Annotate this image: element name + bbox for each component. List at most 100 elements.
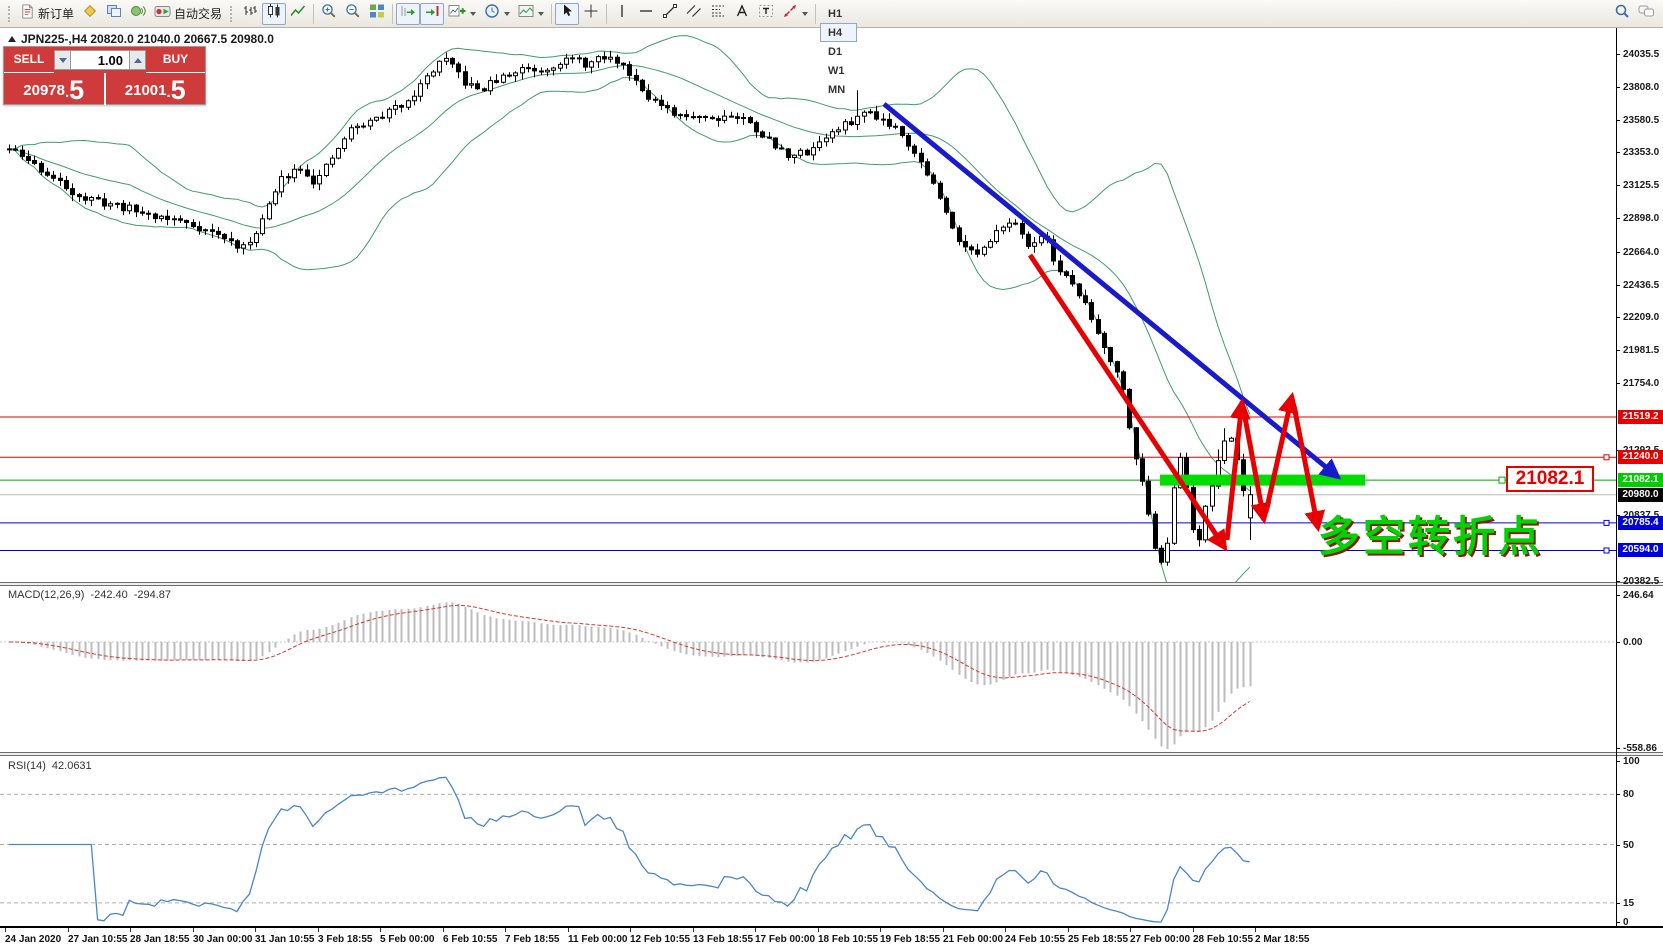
indicators-button[interactable]: [444, 3, 480, 25]
fibonacci-tool-button[interactable]: [706, 3, 730, 25]
rsi-tick-label: 100: [1623, 756, 1640, 767]
time-tick-mark: [1193, 928, 1194, 932]
timeframe-button-h4[interactable]: H4: [820, 23, 858, 42]
macd-tick-label: 0.00: [1623, 637, 1643, 648]
price-tick-mark: [1616, 285, 1620, 286]
bar-chart-icon: [242, 3, 258, 24]
price-tick-mark: [1616, 54, 1620, 55]
time-tick-label: 18 Feb 10:55: [818, 934, 879, 945]
macd-indicator-pane[interactable]: [0, 586, 1616, 752]
price-level-callout[interactable]: 21082.1: [1506, 466, 1594, 492]
template-icon: [518, 3, 534, 24]
chart-shift-button[interactable]: [420, 2, 445, 25]
auto-scroll-button[interactable]: [396, 2, 421, 25]
tile-windows-button[interactable]: [365, 3, 389, 25]
pane-splitter[interactable]: [0, 582, 1663, 586]
price-level-badge: 21519.2: [1618, 410, 1663, 424]
toolbar-separator: [606, 3, 608, 24]
auto-trading-icon: [154, 4, 171, 24]
auto-scroll-icon: [400, 3, 416, 24]
vertical-line-tool-button[interactable]: [610, 3, 634, 25]
rsi-indicator-pane[interactable]: [0, 756, 1616, 926]
rsi-tick-mark: [1616, 794, 1620, 795]
macd-value: -242.40: [90, 589, 128, 601]
text-icon: [734, 3, 750, 24]
buy-button[interactable]: BUY: [146, 47, 205, 73]
price-tick-label: 23125.5: [1623, 180, 1660, 191]
price-tick-label: 22209.0: [1623, 312, 1660, 323]
timeframe-button-m30[interactable]: M30: [820, 0, 857, 4]
sell-price-int: 20978: [23, 82, 65, 99]
templates-button[interactable]: [514, 3, 548, 25]
time-tick-label: 28 Feb 10:55: [1193, 934, 1254, 945]
timeframe-button-h1[interactable]: H1: [828, 8, 843, 20]
rsi-tick-label: 80: [1623, 789, 1635, 800]
zoom-in-button[interactable]: [317, 3, 341, 25]
cursor-icon: [559, 3, 575, 24]
sell-button[interactable]: SELL: [4, 47, 54, 73]
buy-price-int: 21001: [124, 82, 167, 99]
price-tick-label: 21754.0: [1623, 378, 1660, 389]
volume-increase-button[interactable]: [129, 50, 146, 70]
line-chart-mode-button[interactable]: [286, 3, 310, 25]
trendline-tool-button[interactable]: [658, 3, 682, 25]
candlestick-mode-button[interactable]: [262, 2, 287, 25]
time-tick-label: 28 Jan 18:55: [130, 934, 190, 945]
volume-decrease-button[interactable]: [54, 50, 71, 70]
time-tick-mark: [5, 928, 6, 932]
new-order-icon: [20, 3, 35, 24]
main-toolbar: 新订单 自动交易 M1M5M15M3: [0, 0, 1663, 96]
main-chart-pane[interactable]: [0, 28, 1616, 582]
one-click-trading-widget: SELL BUY 20978.5 21001.5: [3, 46, 206, 105]
macd-tick-label: -558.86: [1623, 743, 1657, 754]
time-tick-label: 3 Feb 18:55: [318, 934, 373, 945]
macd-label: MACD(12,26,9) -242.40 -294.87: [8, 589, 171, 601]
decimal-dot: .: [65, 84, 70, 101]
tile-windows-icon: [369, 3, 385, 24]
new-order-button[interactable]: 新订单: [16, 3, 78, 25]
trade-widget-prices: 20978. 5 21001. 5: [4, 73, 205, 105]
buy-price[interactable]: 21001. 5: [106, 73, 206, 105]
search-button[interactable]: [1610, 3, 1634, 25]
text-tool-button[interactable]: [730, 3, 754, 25]
sell-price[interactable]: 20978. 5: [4, 73, 104, 105]
volume-input[interactable]: [71, 50, 129, 70]
periods-button[interactable]: [480, 3, 514, 25]
collapse-icon[interactable]: [8, 36, 16, 42]
crosshair-tool-button[interactable]: [579, 3, 603, 25]
price-tick-mark: [1616, 383, 1620, 384]
channel-tool-button[interactable]: [682, 3, 706, 25]
chart-shift-icon: [424, 3, 440, 24]
time-tick-mark: [130, 928, 131, 932]
vertical-line-icon: [614, 3, 630, 24]
dropdown-caret-icon: [802, 11, 809, 16]
zoom-out-button[interactable]: [341, 3, 365, 25]
time-tick-label: 11 Feb 00:00: [568, 934, 628, 945]
pane-splitter[interactable]: [0, 752, 1663, 756]
time-tick-label: 12 Feb 10:55: [630, 934, 691, 945]
price-divider: [103, 73, 106, 105]
timeframe-button-mn[interactable]: MN: [828, 84, 846, 96]
bar-chart-mode-button[interactable]: [238, 3, 262, 25]
rsi-name: RSI(14): [8, 760, 46, 772]
time-tick-mark: [755, 928, 756, 932]
horizontal-line-tool-button[interactable]: [634, 3, 658, 25]
profiles-button[interactable]: [102, 3, 126, 25]
rsi-tick-label: 0: [1623, 917, 1629, 928]
label-tool-button[interactable]: [754, 3, 778, 25]
new-order-label: 新订单: [38, 7, 75, 21]
timeframe-button-w1[interactable]: W1: [828, 65, 845, 77]
time-tick-mark: [1068, 928, 1069, 932]
macd-tick-mark: [1616, 748, 1620, 749]
chat-button[interactable]: [1634, 3, 1659, 25]
cursor-tool-button[interactable]: [555, 2, 580, 25]
timeframe-button-d1[interactable]: D1: [828, 46, 843, 58]
macd-tick-mark: [1616, 595, 1620, 596]
arrows-tool-button[interactable]: [778, 3, 812, 25]
market-watch-button[interactable]: [78, 3, 102, 25]
sound-alerts-button[interactable]: [126, 3, 150, 25]
auto-trading-button[interactable]: 自动交易: [150, 3, 226, 25]
price-tick-label: 22436.5: [1623, 280, 1660, 291]
macd-signal-value: -294.87: [133, 589, 172, 601]
price-tick-mark: [1616, 317, 1620, 318]
